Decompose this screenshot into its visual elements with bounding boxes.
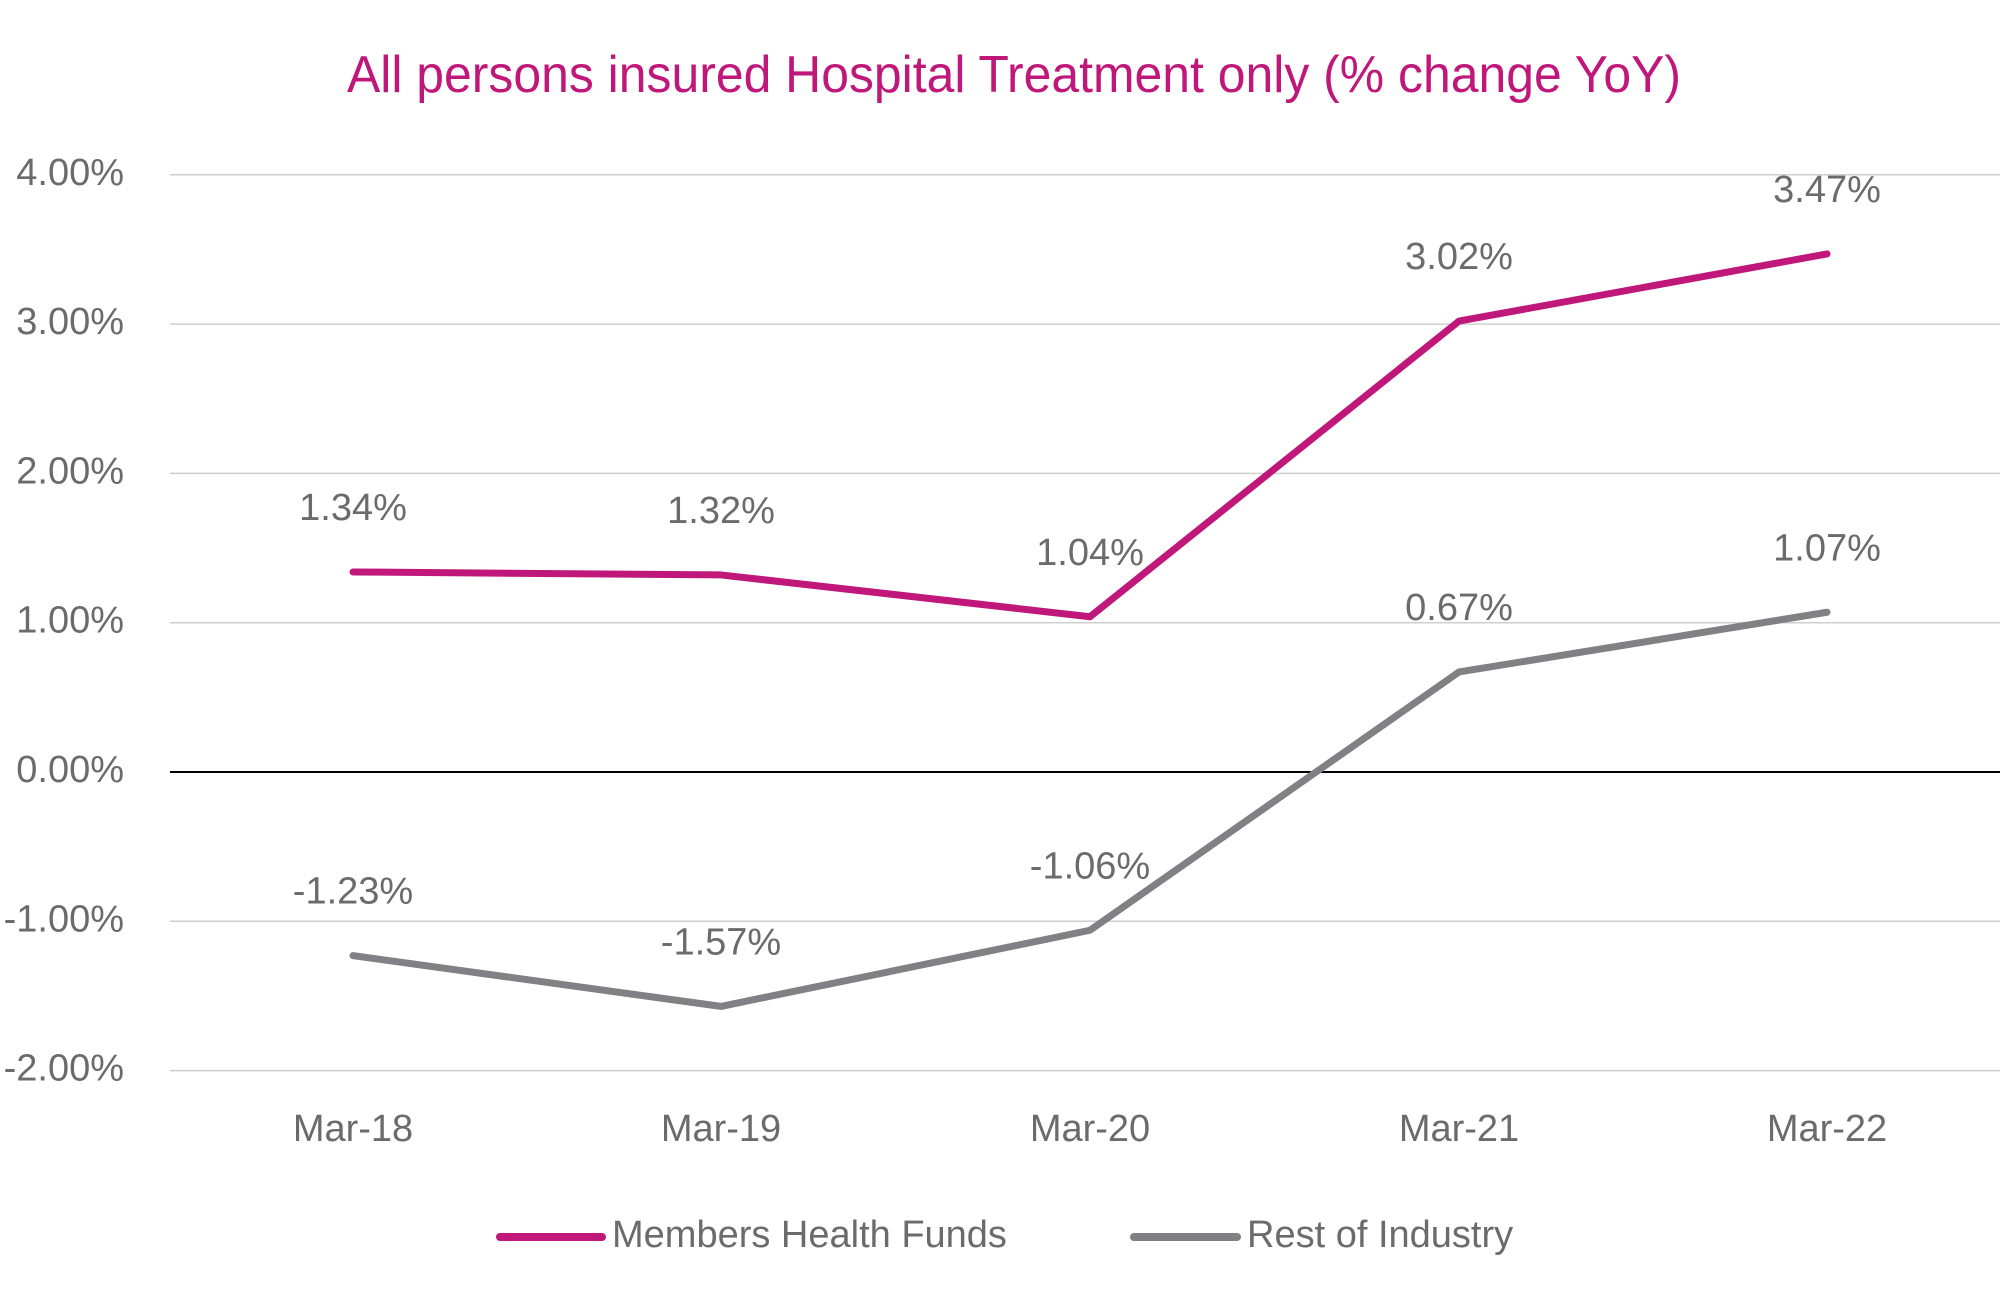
y-tick-label: 2.00% bbox=[16, 450, 124, 492]
y-tick-label: 4.00% bbox=[16, 152, 124, 194]
legend-label: Members Health Funds bbox=[612, 1214, 1007, 1256]
data-label: 1.34% bbox=[299, 487, 407, 529]
x-tick-label: Mar-20 bbox=[1030, 1108, 1150, 1150]
data-label: -1.23% bbox=[293, 871, 413, 913]
data-label: 0.67% bbox=[1405, 587, 1513, 629]
x-tick-label: Mar-18 bbox=[293, 1108, 413, 1150]
x-tick-label: Mar-21 bbox=[1399, 1108, 1519, 1150]
data-label: -1.06% bbox=[1030, 845, 1150, 887]
data-label: 3.47% bbox=[1773, 169, 1881, 211]
data-label: -1.57% bbox=[661, 921, 781, 963]
y-tick-label: -2.00% bbox=[4, 1048, 124, 1090]
y-tick-label: 3.00% bbox=[16, 301, 124, 343]
x-tick-label: Mar-19 bbox=[661, 1108, 781, 1150]
chart-title: All persons insured Hospital Treatment o… bbox=[347, 46, 1681, 104]
data-label: 1.07% bbox=[1773, 527, 1881, 569]
data-label: 1.32% bbox=[667, 490, 775, 532]
legend-label: Rest of Industry bbox=[1247, 1214, 1513, 1256]
data-label: 1.04% bbox=[1036, 532, 1144, 574]
data-label: 3.02% bbox=[1405, 236, 1513, 278]
series-line-1 bbox=[349, 608, 1831, 1010]
y-tick-label: 1.00% bbox=[16, 600, 124, 642]
y-tick-label: 0.00% bbox=[16, 749, 124, 791]
y-tick-label: -1.00% bbox=[4, 898, 124, 940]
x-tick-label: Mar-22 bbox=[1767, 1108, 1887, 1150]
